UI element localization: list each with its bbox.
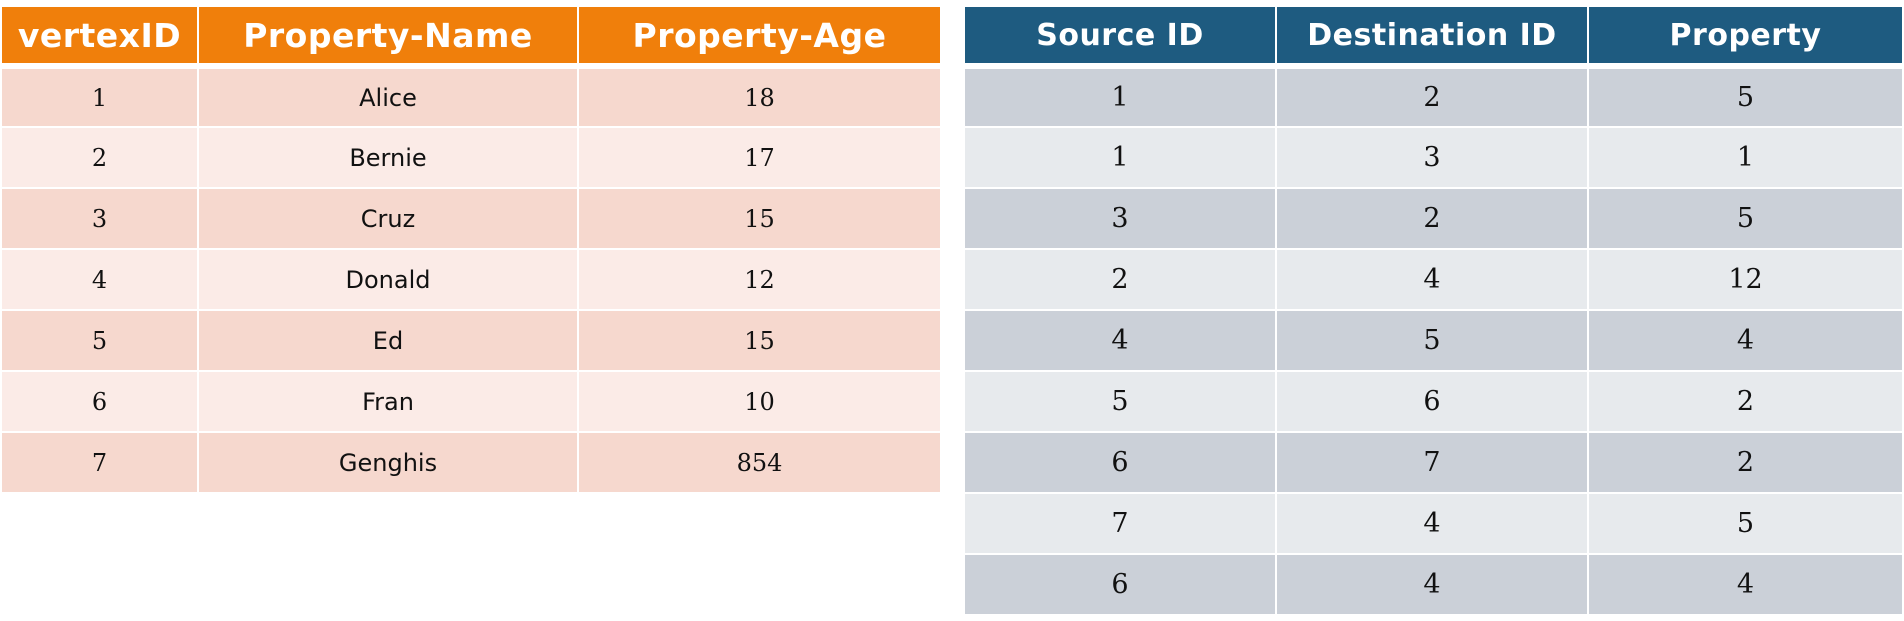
vertex-name-cell: Ed [197,309,579,372]
vertex-name-cell: Donald [197,248,579,311]
table-row: 2 Bernie 17 [0,126,942,189]
edge-destination-cell: 2 [1275,187,1589,250]
edge-source-cell: 4 [963,309,1277,372]
vertex-table-header-row: vertexID Property-Name Property-Age [0,5,942,69]
vertex-name-cell: Cruz [197,187,579,250]
vertex-header-property-name: Property-Name [197,5,579,69]
table-row: 7 Genghis 854 [0,431,942,494]
edge-header-property: Property [1587,5,1904,69]
vertex-id-cell: 5 [0,309,199,372]
table-row: 6 7 2 [963,431,1904,494]
edge-property-cell: 5 [1587,492,1904,555]
edge-destination-cell: 7 [1275,431,1589,494]
edge-source-cell: 1 [963,126,1277,189]
edge-source-cell: 1 [963,65,1277,128]
vertex-header-property-age: Property-Age [577,5,942,69]
table-row: 3 Cruz 15 [0,187,942,250]
edge-table: Source ID Destination ID Property 1 2 5 … [963,5,1904,616]
table-row: 6 4 4 [963,553,1904,616]
table-row: 6 Fran 10 [0,370,942,433]
edge-header-destination-id: Destination ID [1275,5,1589,69]
edge-source-cell: 7 [963,492,1277,555]
table-row: 5 6 2 [963,370,1904,433]
table-row: 4 Donald 12 [0,248,942,311]
edge-source-cell: 5 [963,370,1277,433]
edge-source-cell: 3 [963,187,1277,250]
vertex-age-cell: 15 [577,309,942,372]
vertex-age-cell: 17 [577,126,942,189]
edge-property-cell: 5 [1587,65,1904,128]
edge-source-cell: 6 [963,431,1277,494]
table-row: 1 2 5 [963,65,1904,128]
vertex-id-cell: 7 [0,431,199,494]
edge-property-cell: 4 [1587,309,1904,372]
edge-property-cell: 4 [1587,553,1904,616]
edge-destination-cell: 4 [1275,492,1589,555]
vertex-id-cell: 4 [0,248,199,311]
vertex-age-cell: 854 [577,431,942,494]
table-row: 5 Ed 15 [0,309,942,372]
edge-property-cell: 5 [1587,187,1904,250]
edge-property-cell: 1 [1587,126,1904,189]
vertex-table: vertexID Property-Name Property-Age 1 Al… [0,5,942,494]
edge-source-cell: 6 [963,553,1277,616]
vertex-id-cell: 2 [0,126,199,189]
table-row: 7 4 5 [963,492,1904,555]
vertex-name-cell: Fran [197,370,579,433]
table-row: 1 3 1 [963,126,1904,189]
edge-property-cell: 2 [1587,370,1904,433]
vertex-header-vertexid: vertexID [0,5,199,69]
vertex-id-cell: 6 [0,370,199,433]
edge-destination-cell: 6 [1275,370,1589,433]
table-row: 4 5 4 [963,309,1904,372]
vertex-age-cell: 15 [577,187,942,250]
vertex-age-cell: 18 [577,65,942,128]
table-row: 3 2 5 [963,187,1904,250]
edge-source-cell: 2 [963,248,1277,311]
edge-header-source-id: Source ID [963,5,1277,69]
table-row: 2 4 12 [963,248,1904,311]
vertex-id-cell: 3 [0,187,199,250]
vertex-name-cell: Bernie [197,126,579,189]
edge-destination-cell: 4 [1275,248,1589,311]
edge-table-header-row: Source ID Destination ID Property [963,5,1904,69]
edge-destination-cell: 4 [1275,553,1589,616]
edge-property-cell: 12 [1587,248,1904,311]
vertex-name-cell: Genghis [197,431,579,494]
edge-destination-cell: 2 [1275,65,1589,128]
vertex-name-cell: Alice [197,65,579,128]
vertex-id-cell: 1 [0,65,199,128]
edge-property-cell: 2 [1587,431,1904,494]
vertex-age-cell: 10 [577,370,942,433]
edge-destination-cell: 3 [1275,126,1589,189]
table-row: 1 Alice 18 [0,65,942,128]
edge-destination-cell: 5 [1275,309,1589,372]
vertex-age-cell: 12 [577,248,942,311]
